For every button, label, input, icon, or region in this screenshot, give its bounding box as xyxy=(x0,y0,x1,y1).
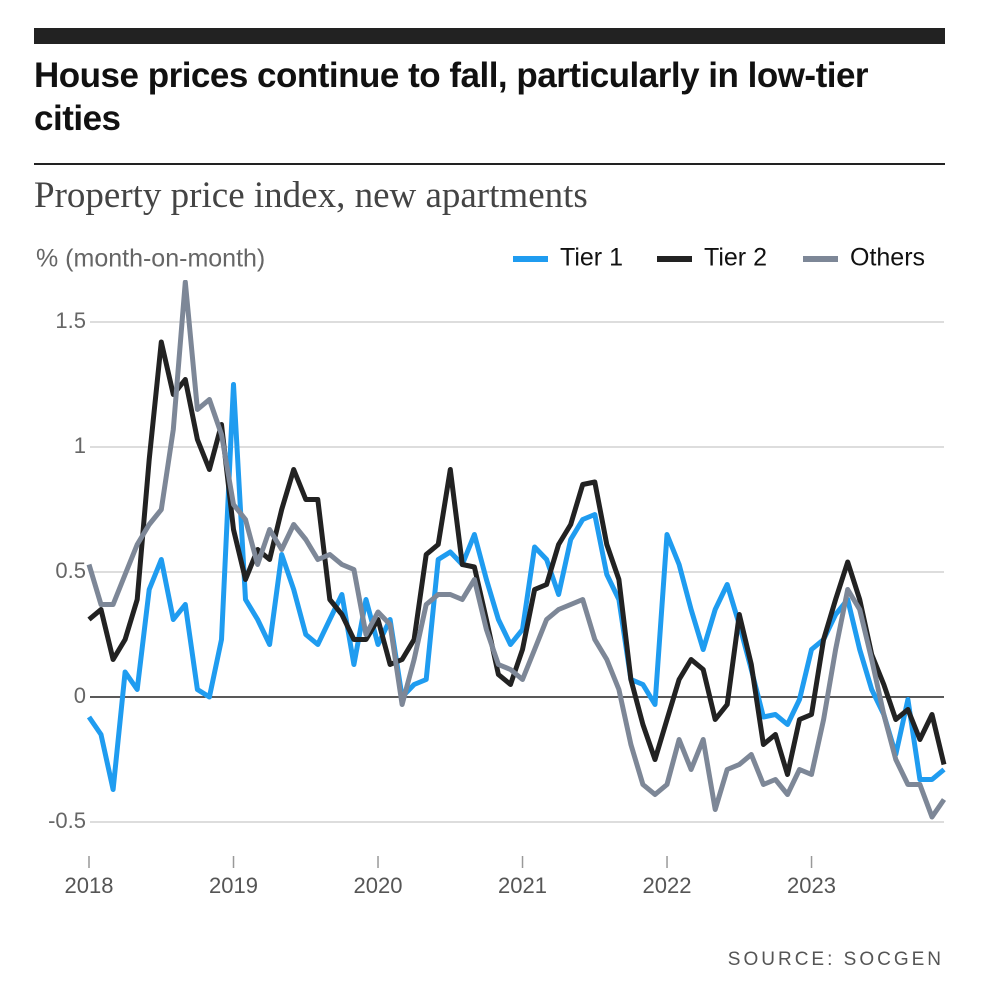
series-line xyxy=(87,339,947,777)
series-line xyxy=(86,280,947,820)
x-tick-label: 2021 xyxy=(498,873,547,898)
y-tick-label: -0.5 xyxy=(48,808,86,833)
y-tick-label: 0.5 xyxy=(55,558,86,583)
legend-label: Tier 2 xyxy=(704,244,767,272)
source: SOURCE: SOCGEN xyxy=(728,949,944,970)
x-tick-label: 2020 xyxy=(354,873,403,898)
y-tick-label: 1 xyxy=(74,433,86,458)
x-tick-label: 2018 xyxy=(65,873,114,898)
series-line xyxy=(86,382,946,792)
y-tick-label: 1.5 xyxy=(55,308,86,333)
x-tick-label: 2022 xyxy=(643,873,692,898)
legend-label: Others xyxy=(850,244,925,272)
chart-title: House prices continue to fall, particula… xyxy=(34,56,869,138)
y-axis-label: % (month-on-month) xyxy=(36,245,265,273)
legend-label: Tier 1 xyxy=(560,244,623,272)
y-tick-label: 0 xyxy=(74,683,86,708)
chart-subtitle: Property price index, new apartments xyxy=(34,175,588,216)
title-rule xyxy=(34,163,945,165)
top-bar xyxy=(34,28,945,44)
x-tick-label: 2023 xyxy=(787,873,836,898)
x-tick-label: 2019 xyxy=(209,873,258,898)
